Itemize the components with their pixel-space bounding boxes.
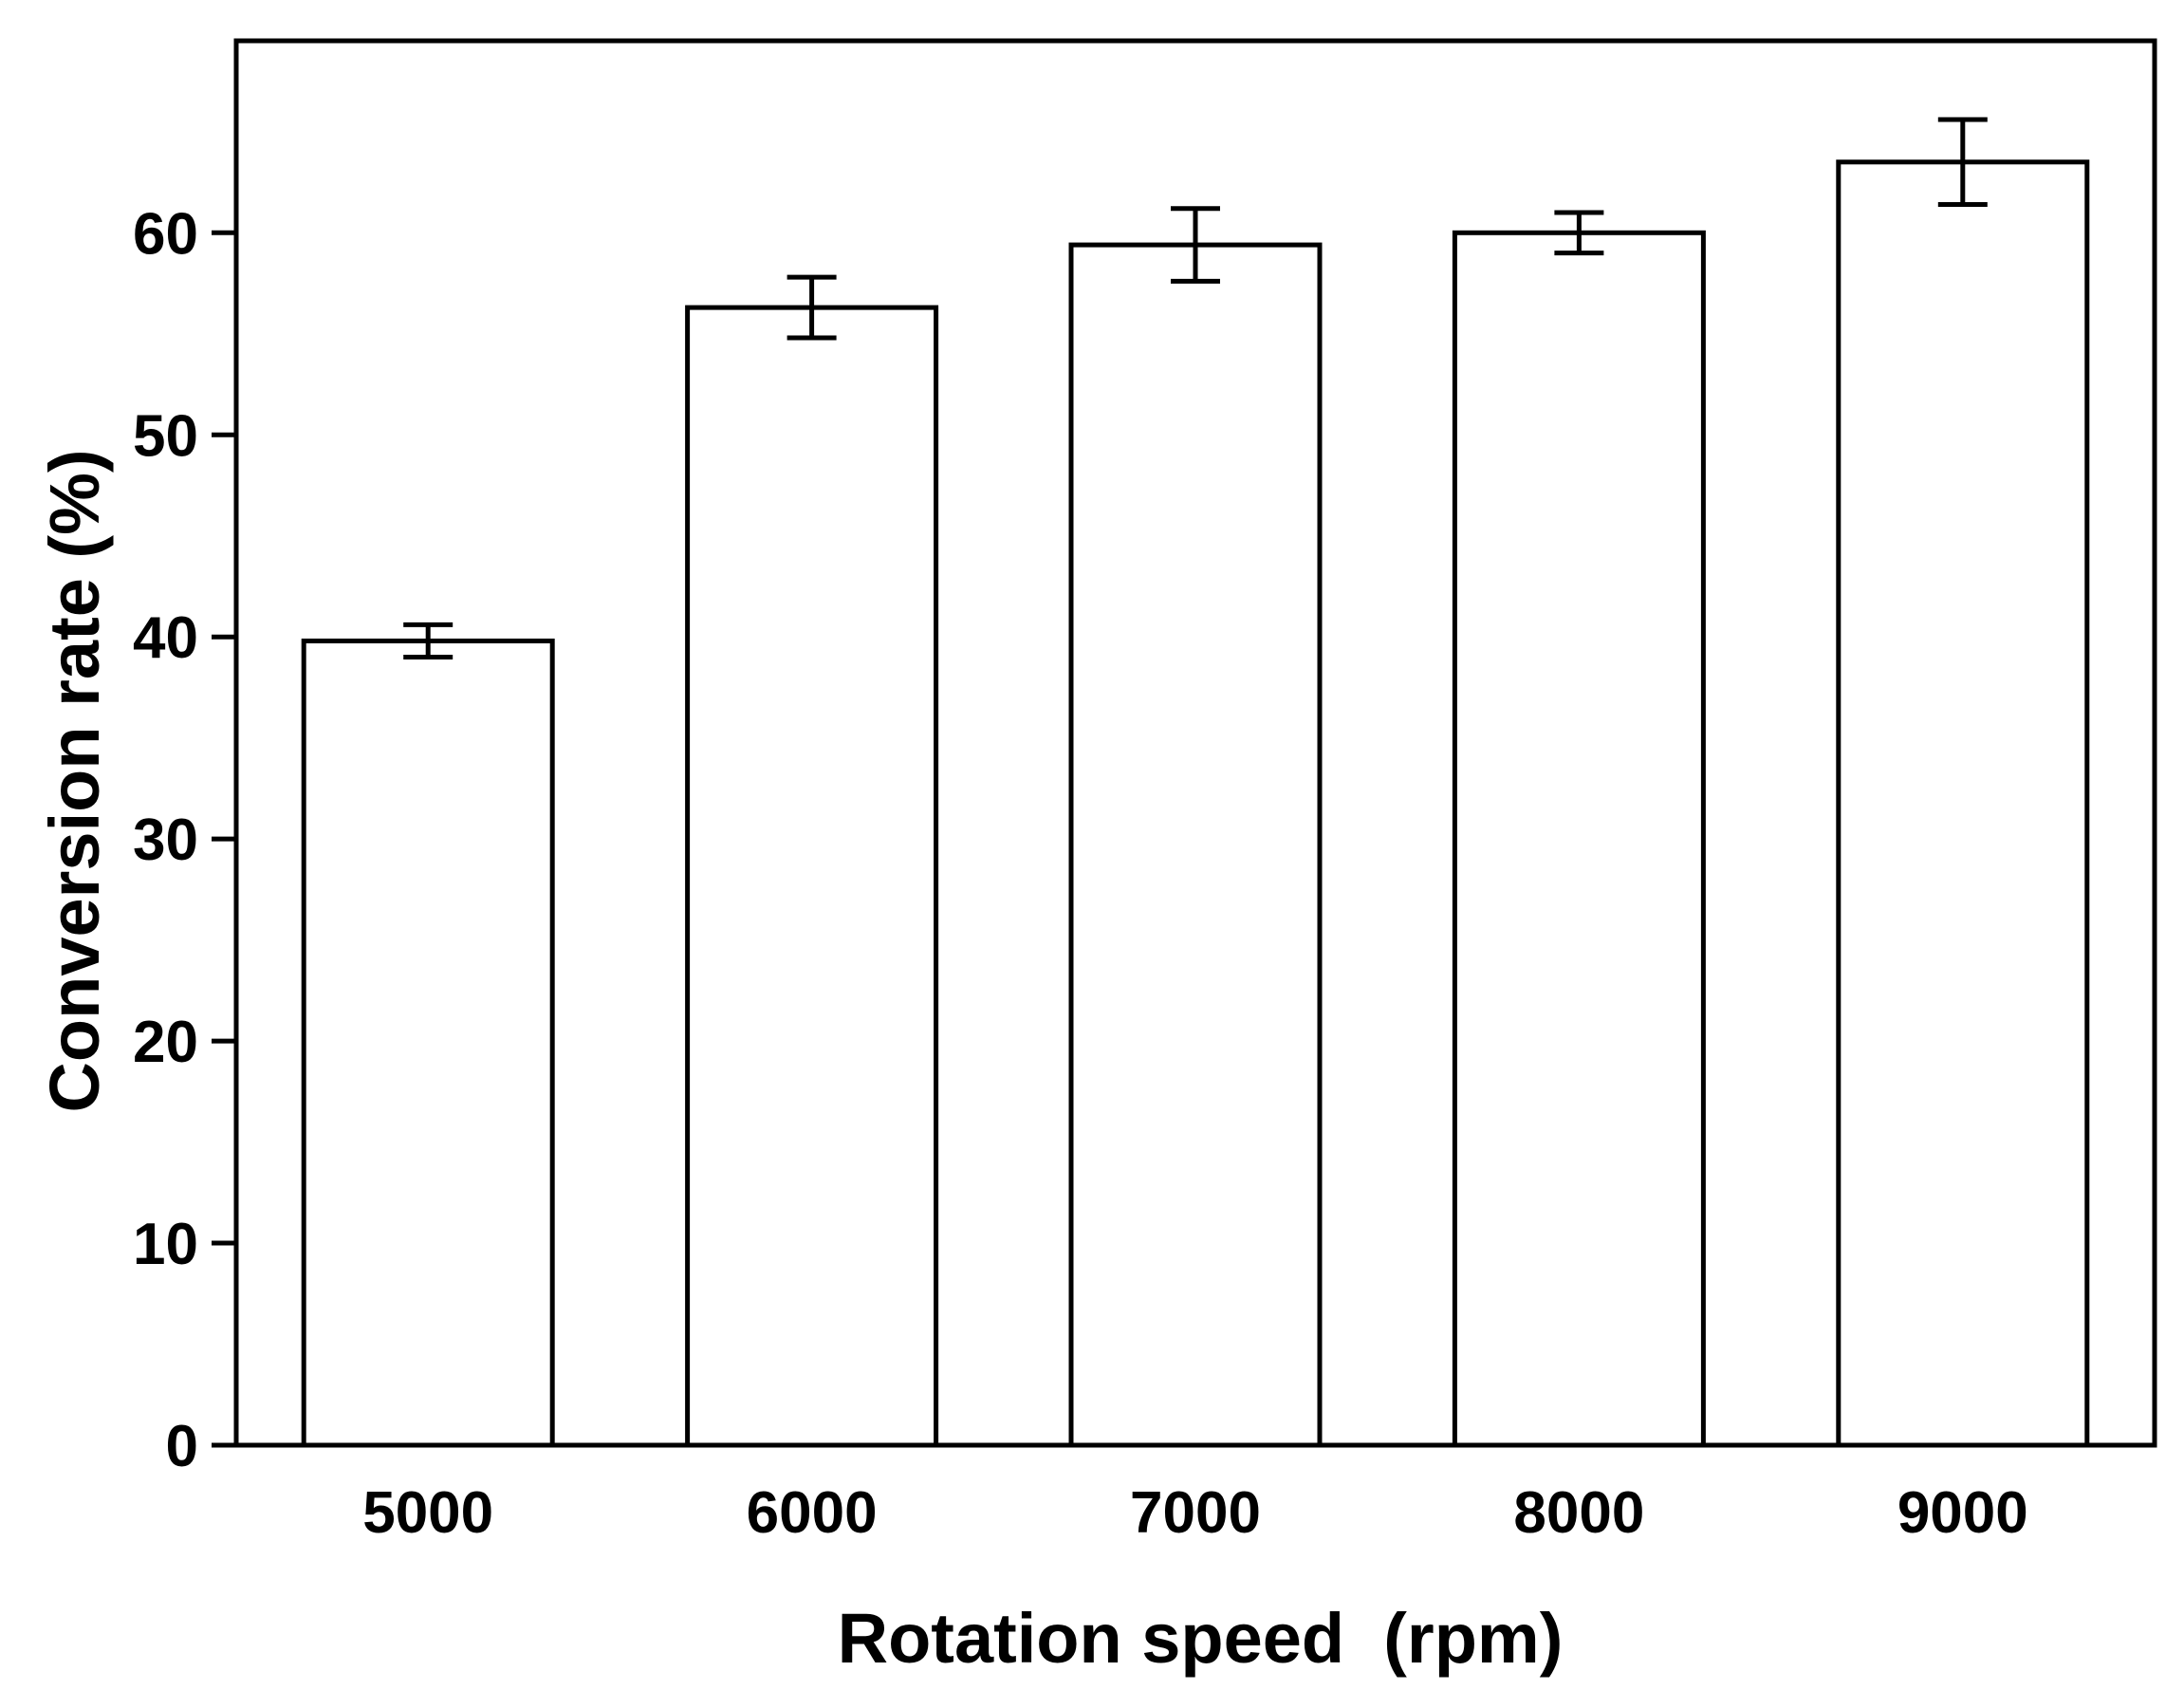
x-tick-label-7000: 7000 <box>1130 1480 1261 1546</box>
y-tick-label-0: 0 <box>166 1414 198 1479</box>
bar-8000 <box>1452 230 1706 1448</box>
y-tick-label-10: 10 <box>133 1212 198 1277</box>
x-tick-label-5000: 5000 <box>362 1480 493 1546</box>
bar-5000 <box>301 638 555 1448</box>
bars-group <box>301 159 2090 1448</box>
y-tick-label-50: 50 <box>133 403 198 469</box>
x-tick-label-8000: 8000 <box>1513 1480 1644 1546</box>
bar-6000 <box>685 305 939 1448</box>
bar-7000 <box>1068 242 1323 1448</box>
y-axis-ticks: 0 10 20 30 40 50 60 <box>133 201 236 1479</box>
x-axis-label: Rotation speed (rpm) <box>838 1599 1564 1678</box>
error-bar-8000 <box>1554 210 1604 256</box>
y-axis-label: Conversion rate (%) <box>35 449 114 1112</box>
x-tick-label-9000: 9000 <box>1897 1480 2028 1546</box>
error-bar-7000 <box>1171 206 1220 284</box>
plot-frame <box>233 38 2157 1448</box>
error-bar-9000 <box>1937 117 1988 207</box>
error-bar-6000 <box>787 274 837 341</box>
y-tick-label-60: 60 <box>133 201 198 267</box>
x-tick-label-6000: 6000 <box>747 1480 878 1546</box>
error-bars-group <box>403 117 1988 659</box>
bar-9000 <box>1836 159 2090 1448</box>
error-bar-5000 <box>403 622 453 659</box>
y-tick-label-20: 20 <box>133 1010 198 1075</box>
y-tick-label-40: 40 <box>133 605 198 671</box>
x-axis-ticks: 5000 6000 7000 8000 9000 <box>362 1480 2028 1546</box>
y-tick-label-30: 30 <box>133 808 198 873</box>
